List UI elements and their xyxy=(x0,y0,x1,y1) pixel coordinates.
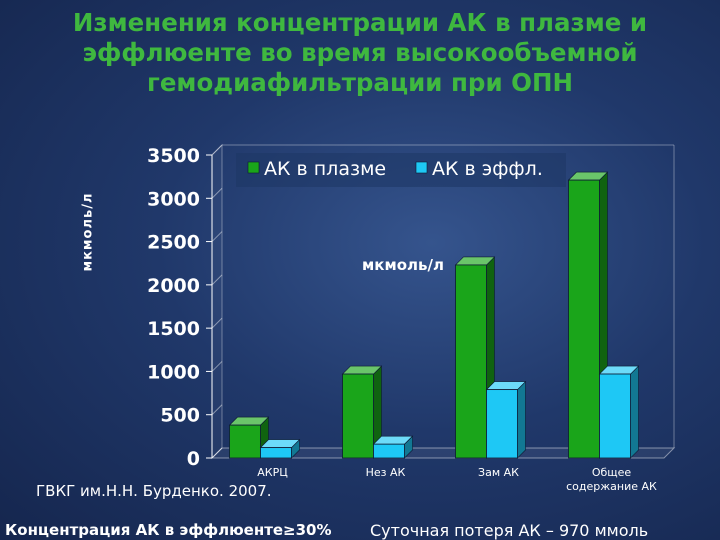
y-tick-diagonal xyxy=(211,361,223,372)
bar-plasma xyxy=(342,373,374,459)
y-tick-diagonal xyxy=(211,144,223,156)
y-tick-label: 2500 xyxy=(147,232,200,254)
y-tick-label: 1500 xyxy=(147,318,200,340)
bar-side-effluent xyxy=(517,380,526,459)
footer-right-text: Суточная потеря АК – 970 ммоль xyxy=(370,521,649,540)
y-tick-diagonal xyxy=(211,274,223,286)
slide-title: Изменения концентрации АК в плазме и эфф… xyxy=(20,8,700,98)
inner-unit-label: мкмоль/л xyxy=(362,256,444,274)
bar-plasma xyxy=(568,179,600,459)
bar-effluent xyxy=(373,443,405,459)
y-tick-label: 500 xyxy=(160,405,200,427)
title-line-3: гемодиафильтрации при ОПН xyxy=(147,68,573,97)
x-tick-label: Нез АК xyxy=(366,466,406,479)
chart-side-wall xyxy=(211,143,223,460)
bar-effluent xyxy=(486,389,518,459)
y-tick-label: 3000 xyxy=(147,188,200,210)
y-tick-label: 3500 xyxy=(147,145,200,167)
y-tick-diagonal xyxy=(211,231,223,242)
y-tick-label: 2000 xyxy=(147,275,200,297)
y-tick-diagonal xyxy=(211,404,223,416)
y-tick-diagonal xyxy=(211,187,223,199)
footer-left-text: Концентрация АК в эффлюенте≥30% xyxy=(5,521,332,539)
legend-box xyxy=(236,153,566,187)
legend-swatch-plasma xyxy=(247,161,260,174)
x-tick-label: АКРЦ xyxy=(257,466,288,479)
y-tick-label: 0 xyxy=(187,448,200,470)
x-tick-label: Зам АК xyxy=(478,466,519,479)
y-tick-diagonal xyxy=(211,317,223,329)
credit-text: ГВКГ им.Н.Н. Бурденко. 2007. xyxy=(36,482,272,500)
bar-plasma xyxy=(455,264,487,459)
bar-effluent xyxy=(599,373,631,459)
bar-effluent xyxy=(260,447,292,459)
legend-swatch-effluent xyxy=(415,161,428,174)
legend-label-plasma: АК в плазме xyxy=(264,158,386,180)
x-tick-label: Общее содержание АК xyxy=(566,466,657,493)
bar-plasma xyxy=(229,424,261,459)
title-line-1: Изменения концентрации АК в плазме и xyxy=(72,8,648,37)
legend-label-effluent: АК в эффл. xyxy=(432,158,543,180)
y-tick-label: 1000 xyxy=(147,361,200,383)
y-tick-diagonal xyxy=(211,447,223,459)
bar-side-effluent xyxy=(630,365,639,459)
title-line-2: эффлюенте во время высокообъемной xyxy=(82,38,638,67)
